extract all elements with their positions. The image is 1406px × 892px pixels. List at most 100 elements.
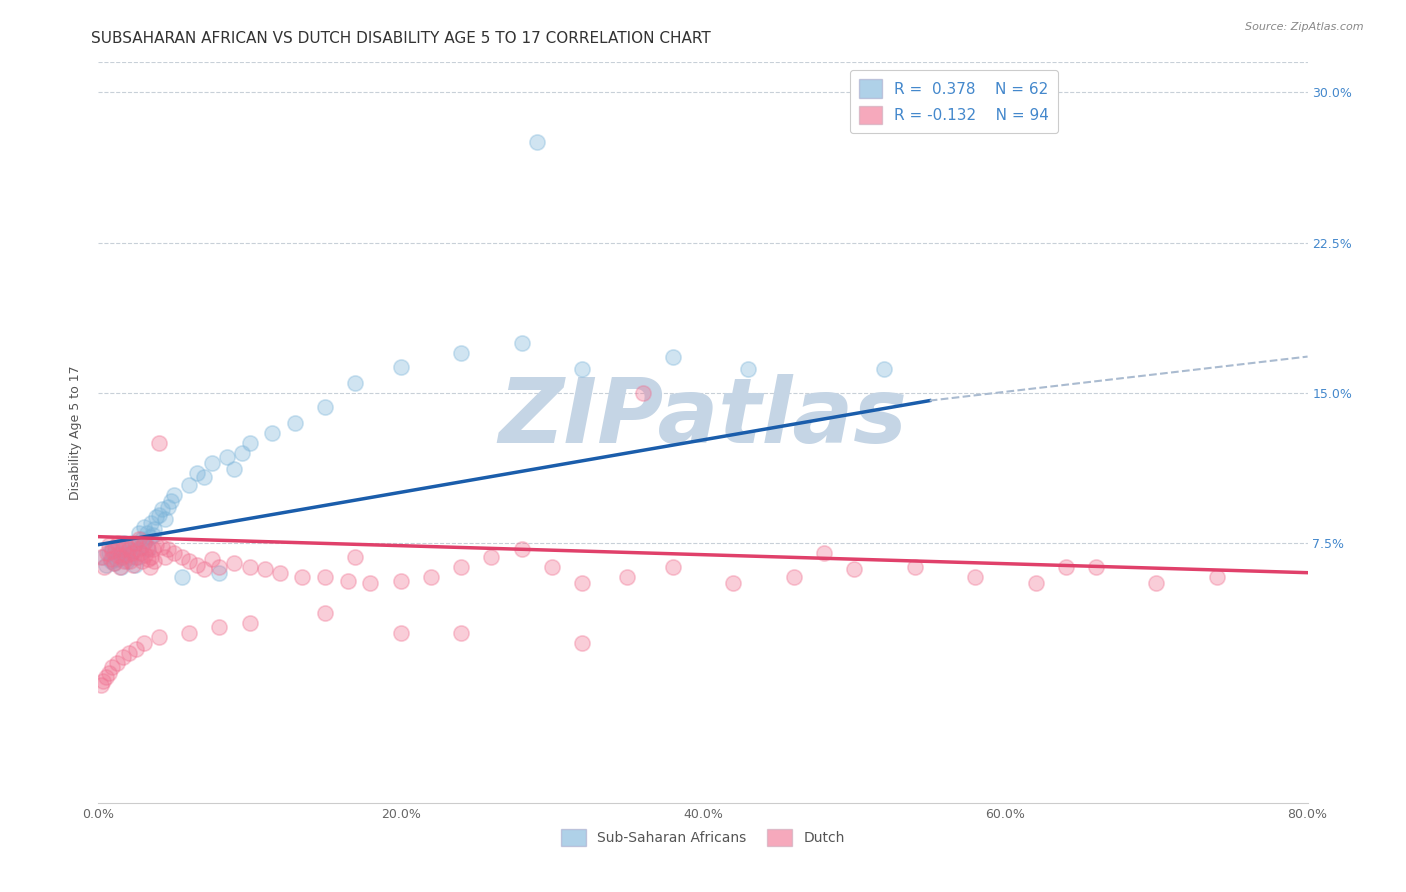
Point bbox=[105, 656, 128, 670]
Point bbox=[141, 516, 163, 530]
Point bbox=[124, 535, 146, 549]
Point bbox=[540, 559, 562, 574]
Point bbox=[122, 558, 145, 572]
Point bbox=[145, 538, 167, 552]
Point bbox=[193, 562, 215, 576]
Point bbox=[91, 673, 114, 688]
Point bbox=[526, 136, 548, 150]
Point bbox=[201, 456, 224, 470]
Point bbox=[156, 500, 179, 514]
Point bbox=[314, 400, 336, 414]
Point bbox=[120, 554, 142, 568]
Point bbox=[389, 625, 412, 640]
Point bbox=[104, 543, 127, 558]
Point bbox=[118, 541, 141, 556]
Point bbox=[114, 546, 136, 560]
Point bbox=[201, 551, 224, 566]
Point bbox=[1144, 575, 1167, 590]
Point bbox=[131, 532, 153, 546]
Point bbox=[737, 361, 759, 376]
Point bbox=[134, 548, 156, 562]
Point bbox=[1206, 570, 1229, 584]
Point bbox=[148, 508, 170, 522]
Point bbox=[127, 549, 149, 564]
Point bbox=[107, 540, 129, 554]
Point bbox=[179, 477, 201, 491]
Point bbox=[135, 525, 157, 540]
Point bbox=[100, 551, 122, 566]
Point bbox=[136, 551, 159, 566]
Point bbox=[118, 541, 141, 556]
Point bbox=[873, 361, 896, 376]
Legend: Sub-Saharan Africans, Dutch: Sub-Saharan Africans, Dutch bbox=[555, 823, 851, 851]
Point bbox=[118, 646, 141, 660]
Point bbox=[186, 466, 208, 480]
Point bbox=[98, 538, 121, 552]
Point bbox=[128, 532, 150, 546]
Text: SUBSAHARAN AFRICAN VS DUTCH DISABILITY AGE 5 TO 17 CORRELATION CHART: SUBSAHARAN AFRICAN VS DUTCH DISABILITY A… bbox=[91, 31, 711, 46]
Point bbox=[965, 570, 987, 584]
Point bbox=[101, 543, 124, 558]
Point bbox=[121, 546, 143, 560]
Point bbox=[389, 359, 412, 374]
Point bbox=[111, 541, 134, 556]
Point bbox=[616, 570, 638, 584]
Point bbox=[179, 625, 201, 640]
Point bbox=[98, 546, 121, 560]
Text: Source: ZipAtlas.com: Source: ZipAtlas.com bbox=[1246, 22, 1364, 32]
Point bbox=[510, 541, 533, 556]
Point bbox=[125, 641, 148, 656]
Point bbox=[571, 575, 593, 590]
Point bbox=[224, 556, 246, 570]
Point bbox=[132, 519, 155, 533]
Point bbox=[215, 450, 238, 464]
Point bbox=[111, 649, 134, 664]
Point bbox=[112, 535, 135, 549]
Point bbox=[115, 548, 138, 562]
Point bbox=[153, 511, 176, 525]
Point bbox=[142, 541, 165, 556]
Point bbox=[1024, 575, 1046, 590]
Point bbox=[239, 435, 262, 450]
Point bbox=[139, 559, 162, 574]
Point bbox=[631, 385, 654, 400]
Point bbox=[284, 416, 307, 430]
Point bbox=[141, 549, 163, 564]
Point bbox=[132, 535, 155, 549]
Point bbox=[389, 574, 412, 588]
Point bbox=[101, 659, 124, 673]
Point bbox=[360, 575, 382, 590]
Point bbox=[239, 559, 262, 574]
Point bbox=[128, 525, 150, 540]
Point bbox=[1054, 559, 1077, 574]
Point bbox=[163, 488, 186, 502]
Point bbox=[101, 541, 124, 556]
Point bbox=[150, 540, 173, 554]
Point bbox=[145, 509, 167, 524]
Point bbox=[134, 533, 156, 548]
Point bbox=[231, 445, 253, 459]
Point bbox=[125, 549, 148, 564]
Point bbox=[100, 554, 122, 568]
Point bbox=[153, 549, 176, 564]
Point bbox=[132, 636, 155, 650]
Point bbox=[813, 546, 835, 560]
Point bbox=[450, 559, 472, 574]
Point bbox=[91, 549, 114, 564]
Point bbox=[291, 570, 314, 584]
Point bbox=[571, 636, 593, 650]
Text: ZIPatlas: ZIPatlas bbox=[499, 374, 907, 462]
Point bbox=[571, 361, 593, 376]
Point bbox=[156, 541, 179, 556]
Point bbox=[179, 554, 201, 568]
Point bbox=[127, 541, 149, 556]
Point bbox=[661, 350, 683, 364]
Point bbox=[110, 549, 132, 564]
Point bbox=[450, 345, 472, 359]
Point bbox=[135, 540, 157, 554]
Point bbox=[170, 570, 193, 584]
Point bbox=[314, 570, 336, 584]
Point bbox=[208, 559, 231, 574]
Point bbox=[163, 546, 186, 560]
Point bbox=[111, 549, 134, 564]
